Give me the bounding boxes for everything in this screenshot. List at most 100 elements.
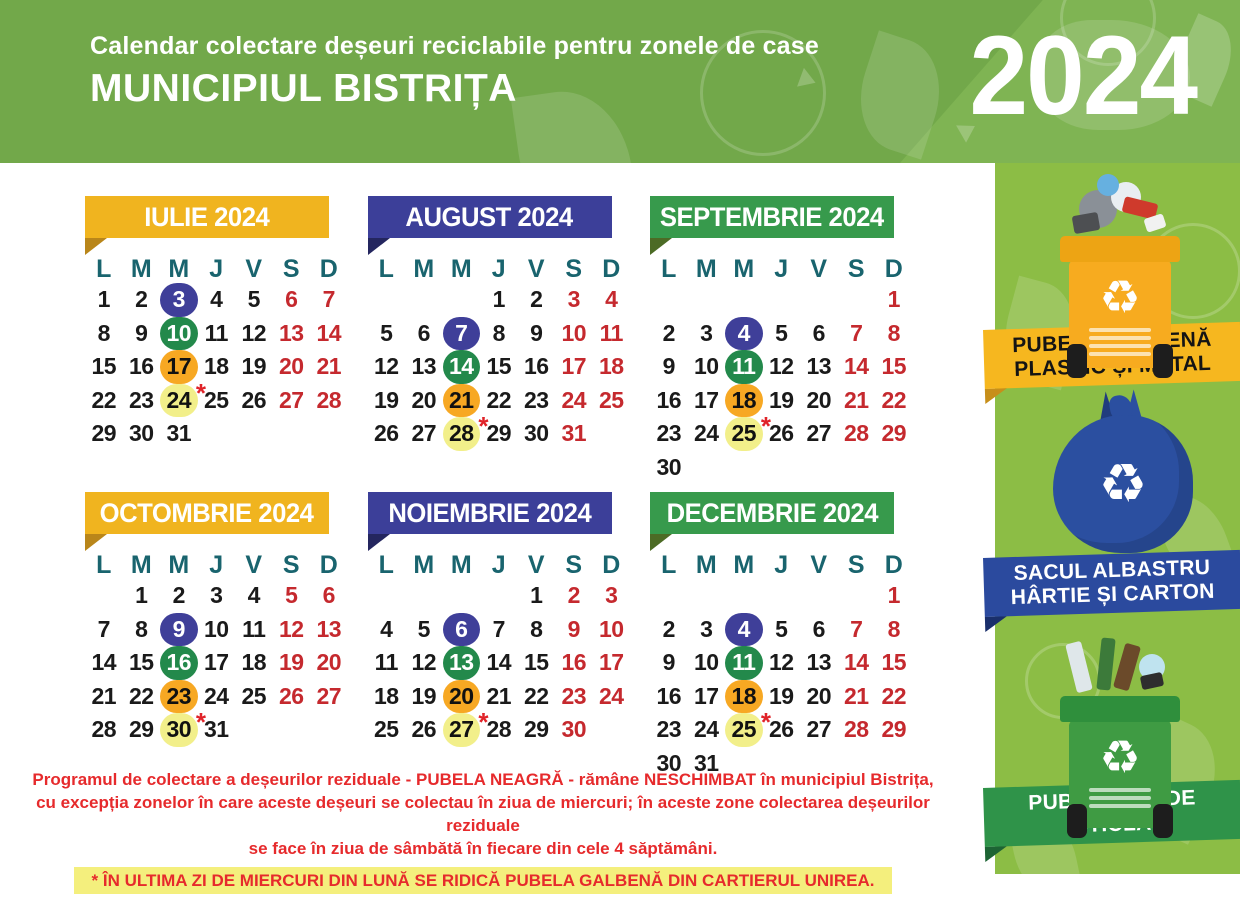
asterisk-marker: * [760,411,771,441]
recycle-icon: ♻ [1099,731,1141,783]
empty-cell [838,579,876,613]
day-cell: 27 [806,420,832,447]
footer-segment: în municipiul Bistrița, [756,770,934,789]
month-banner-label: IULIE 2024 [144,201,270,232]
day-cell: 17 [561,353,587,380]
day-cell: 11 [204,319,229,346]
day-cell: 31 [203,716,229,743]
day-cell: 10 [598,615,624,642]
footer-line: cu excepția zonelor în care aceste deșeu… [18,791,948,837]
footer-highlight-note: * ÎN ULTIMA ZI DE MIERCURI DIN LUNĂ SE R… [73,867,893,894]
date-row: 29 30 31 [85,417,347,451]
day-cell: 29 [128,716,154,743]
weekday-header: M [168,550,190,579]
date-row: 25 26 27 * 28 29 30 [368,707,630,747]
recycle-icon: ♻ [1099,271,1141,323]
day-cell: 22 [128,682,154,709]
day-cell: 8 [492,319,506,346]
weekday-header: V [527,550,545,579]
bin-wheel [1067,344,1087,378]
day-cell: 2 [172,582,186,609]
date-row: 16 17 18 19 20 21 22 [650,383,912,417]
asterisk-marker: * [195,377,206,408]
sidebar-label-blue-bag: SACUL ALBASTRU HÂRTIE ȘI CARTON [983,549,1240,632]
footer-line: se face în ziua de sâmbătă în fiecare di… [18,837,948,860]
day-cell: 31 [166,420,192,447]
day-cell: 5 [380,319,393,346]
collection-day-orange: 17 [160,350,198,384]
collection-day-green: 16 [160,646,198,680]
date-row: 23 24 25 * 26 27 28 29 [650,411,912,451]
footer-lines: Programul de colectare a deșeurilor rezi… [18,768,948,860]
footer-segment: se face în ziua de sâmbătă în fiecare di… [248,839,718,858]
day-cell: 30 [128,420,154,447]
month-august-2024: AUGUST 2024 L M M J V S D 1 2 3 4 5 6 7 8 9 10 11 12 13 14 15 1… [367,196,630,492]
day-cell: 22 [91,386,117,413]
day-cell: 1 [887,582,901,609]
asterisk-marker: * [478,707,488,737]
day-cell: 2 [662,615,676,642]
empty-cell [688,579,726,613]
day-cell: 3 [700,615,713,642]
asterisk-marker: * [760,707,771,737]
weekday-header: J [491,550,506,579]
day-cell: 12 [768,649,794,676]
bin-wheel [1153,804,1173,838]
day-cell: 28 [843,420,869,447]
footer-segment: Programul de colectare a deșeurilor rezi… [32,770,416,789]
day-cell: 9 [135,319,148,346]
day-cell: 4 [247,582,261,609]
day-cell: 13 [806,353,832,380]
day-cell: 16 [523,353,549,380]
day-cell: 4 [380,615,393,642]
green-bin-icon: ♻ [1053,637,1187,838]
day-cell: 21 [843,682,869,709]
trash-item [1065,640,1093,694]
month-noiembrie-2024: NOIEMBRIE 2024 L M M J V S D 1 2 3 4 5 6 7 8 9 10 11 12 13 14… [367,492,630,788]
day-cell: 19 [411,682,437,709]
day-cell: 6 [812,615,826,642]
day-cell: 24 [693,420,719,447]
day-cell: 7 [97,615,111,642]
day-cell: 14 [486,649,512,676]
weekday-header: L [96,254,112,283]
date-row: 4 5 6 7 8 9 10 [368,612,630,646]
day-cell: 30 [561,716,587,743]
day-cell: 26 [278,682,304,709]
header-titles: Calendar colectare deșeuri reciclabile p… [90,32,819,111]
footer-segment: cu excepția zonelor în care aceste deșeu… [36,793,930,835]
day-cell: 15 [881,353,907,380]
weekday-header: M [695,550,717,579]
date-row: 23 24 25 * 26 27 28 29 [650,707,912,747]
bin-vents [1089,328,1151,356]
day-cell: 19 [768,682,794,709]
bin-vents [1089,788,1151,808]
collection-day-orange: 20 [442,679,480,713]
bin-lid [1060,236,1180,262]
day-cell: 2 [662,319,676,346]
day-cell: 23 [561,682,587,709]
day-cell: 8 [887,615,901,642]
weekday-header: M [450,254,472,283]
day-cell: 24 [693,716,719,743]
weekday-header: J [209,550,224,579]
day-cell: 9 [662,353,676,380]
day-cell: 17 [693,386,719,413]
date-row: 8 9 10 11 12 13 14 [85,316,347,350]
day-cell: 30 [656,749,682,776]
empty-cell [763,283,801,317]
empty-cell [650,283,688,317]
day-cell: 31 [693,749,719,776]
header-subtitle: Calendar colectare deșeuri reciclabile p… [90,32,819,60]
weekday-header: S [282,550,300,579]
trash-item [1139,671,1165,691]
day-cell: 1 [492,286,506,313]
day-cell: 15 [128,649,154,676]
trash-pile [1053,174,1187,236]
